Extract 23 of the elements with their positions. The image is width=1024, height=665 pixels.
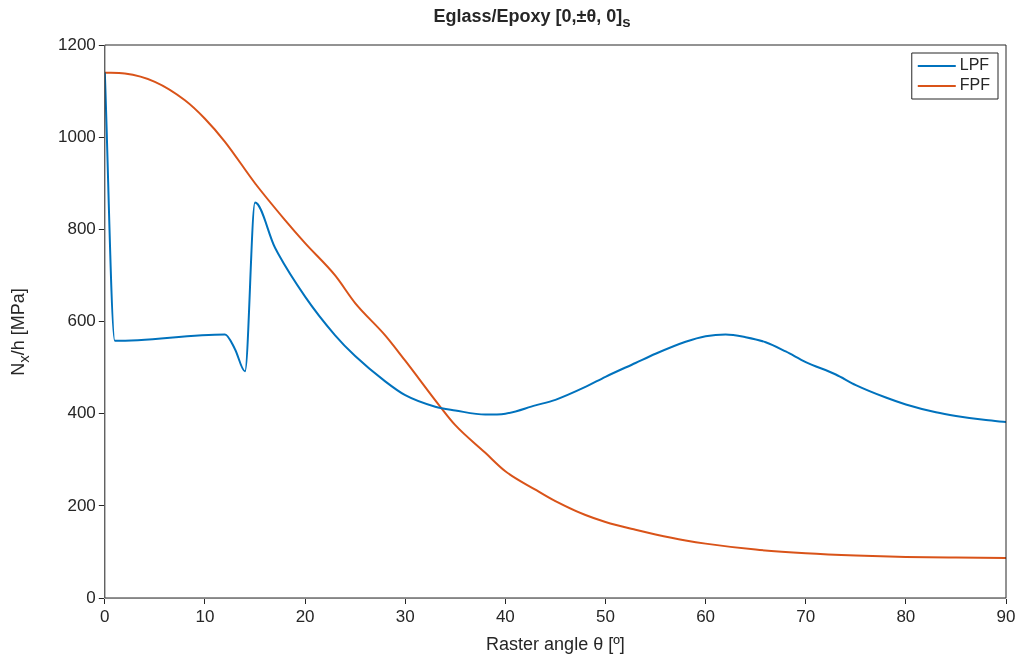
chart-title: Eglass/Epoxy [0,±θ, 0]$_{s}$ (432, 6, 632, 30)
y-tick-label: 1200 (57, 34, 96, 54)
x-tick-label: 10 (195, 606, 215, 626)
y-tick-label: 0 (86, 587, 96, 607)
line-series (104, 71, 1006, 423)
x-tick-label: 60 (696, 606, 716, 626)
x-tick-label: 90 (996, 606, 1016, 626)
x-tick-label: 80 (896, 606, 916, 626)
x-tick-label: 20 (295, 606, 315, 626)
y-tick-label: 800 (67, 219, 96, 239)
legend-label: LPF (959, 56, 990, 74)
y-tick-label: 1000 (57, 126, 96, 146)
x-tick-label: 50 (596, 606, 615, 626)
x-tick-label: 0 (100, 606, 110, 626)
y-tick-label: 600 (67, 311, 96, 331)
x-axis-title: Raster angle θ [º] (486, 634, 625, 655)
x-tick-label: 30 (395, 606, 415, 626)
x-tick-label: 70 (796, 606, 816, 626)
y-tick-label: 200 (67, 495, 96, 515)
line-series (104, 71, 1006, 559)
y-tick-label: 400 (67, 403, 96, 423)
legend-label: FPF (959, 76, 991, 94)
x-tick-label: 40 (495, 606, 515, 626)
